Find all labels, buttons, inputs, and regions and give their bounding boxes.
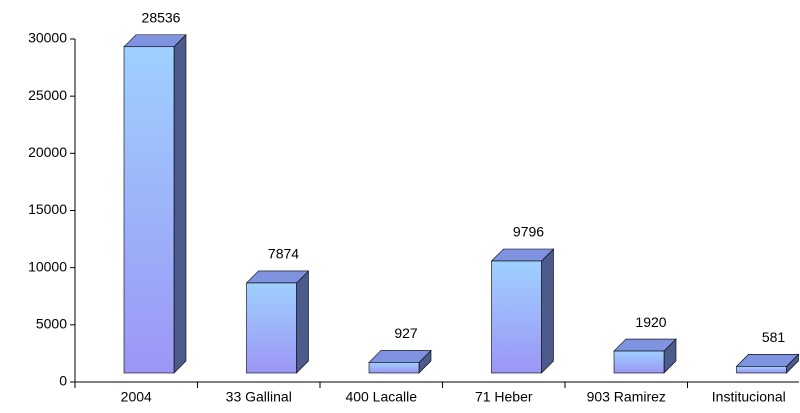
bar <box>491 260 542 374</box>
y-tick-label: 5000 <box>36 316 67 332</box>
bar-side <box>541 248 554 374</box>
y-tick-label: 0 <box>59 373 67 389</box>
x-tick-label: 400 Lacalle <box>345 389 417 405</box>
bar <box>736 366 787 374</box>
data-label: 28536 <box>142 9 181 25</box>
bar <box>613 350 665 374</box>
bar <box>123 46 175 374</box>
data-label: 927 <box>394 325 418 341</box>
y-tick-label: 15000 <box>28 201 67 217</box>
data-label: 7874 <box>268 246 299 262</box>
y-tick-label: 25000 <box>28 87 67 103</box>
data-label: 9796 <box>513 224 544 240</box>
x-tick-label: 71 Heber <box>475 389 533 405</box>
data-label: 581 <box>762 329 786 345</box>
bar-side <box>173 34 187 374</box>
bar <box>246 282 297 374</box>
bar <box>368 362 420 374</box>
data-label: 1920 <box>635 314 666 330</box>
x-tick-label: 33 Gallinal <box>226 389 292 405</box>
x-tick-label: Institucional <box>712 389 786 405</box>
x-tick-label: 2004 <box>121 389 152 405</box>
bar-side <box>296 270 309 374</box>
y-tick-label: 20000 <box>28 144 67 160</box>
y-tick-label: 10000 <box>28 258 67 274</box>
x-tick-label: 903 Ramirez <box>587 389 666 405</box>
y-tick-label: 30000 <box>28 30 67 46</box>
